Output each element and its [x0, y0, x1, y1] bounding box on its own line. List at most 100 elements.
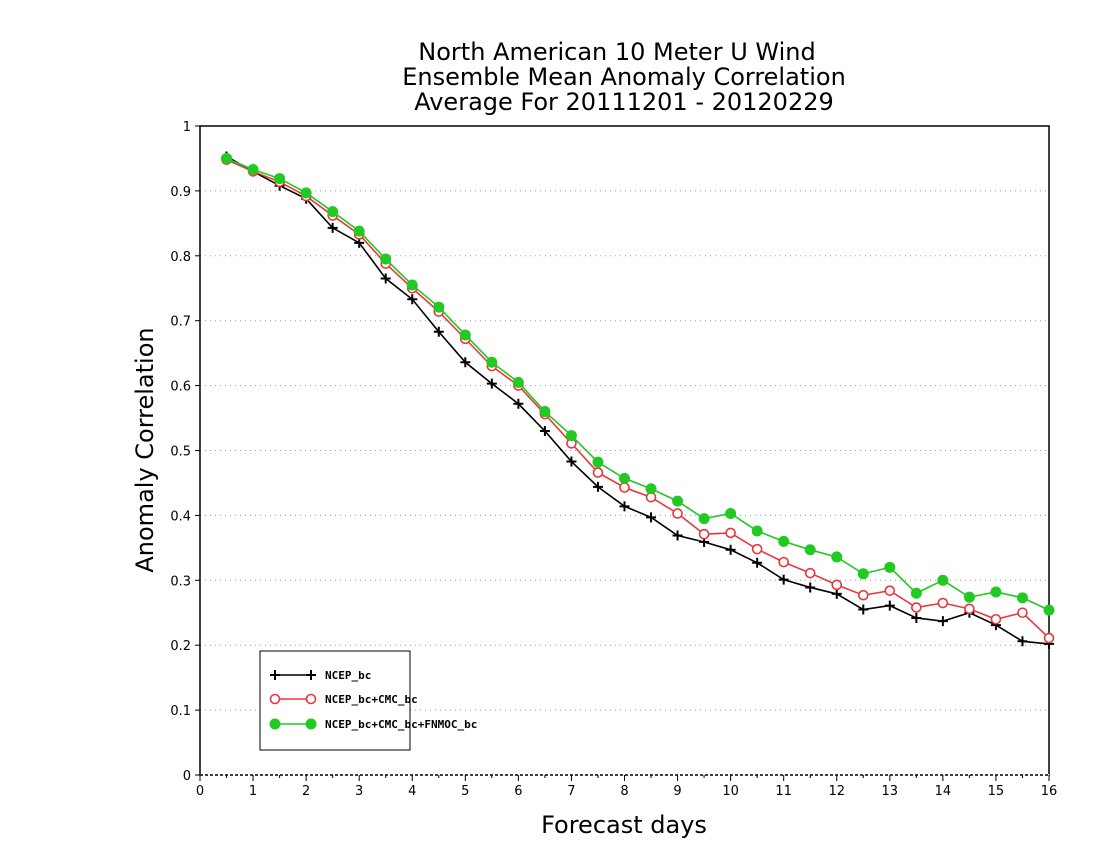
data-point: [884, 600, 895, 611]
legend-label: NCEP_bc+CMC_bc: [325, 693, 418, 706]
gridlines: [200, 190, 1049, 711]
data-point: [327, 206, 339, 218]
data-point: [831, 579, 843, 591]
data-point: [1017, 636, 1028, 647]
x-tick-label: 13: [882, 784, 899, 799]
y-tick-label: 0.8: [170, 250, 191, 265]
data-point: [857, 568, 869, 580]
data-point: [805, 582, 816, 593]
data-point: [964, 603, 975, 615]
chart-title-line-2: Ensemble Mean Anomaly Correlation: [402, 63, 846, 91]
data-point: [778, 556, 789, 568]
data-point: [725, 544, 736, 555]
data-point: [565, 430, 577, 442]
data-point: [672, 530, 683, 541]
data-point: [672, 495, 684, 507]
data-point: [380, 273, 391, 284]
x-tick-label: 16: [1041, 784, 1058, 799]
x-tick-label: 14: [935, 784, 952, 799]
data-point: [486, 378, 497, 389]
x-tick-label: 2: [302, 784, 310, 799]
data-point: [884, 561, 896, 573]
data-point: [990, 586, 1002, 598]
data-point: [831, 588, 842, 599]
data-point: [1043, 604, 1055, 616]
series-3: [221, 152, 1055, 616]
y-tick-label: 0.3: [170, 574, 191, 589]
data-point: [778, 535, 790, 547]
data-point: [327, 222, 338, 233]
chart-title-line-3: Average For 20111201 - 20120229: [414, 88, 834, 116]
legend-marker-end: [305, 718, 317, 730]
data-point: [619, 472, 630, 484]
series-line-2: [226, 159, 1050, 639]
legend-marker-start: [269, 718, 281, 730]
data-point: [512, 376, 524, 388]
data-point: [857, 589, 869, 601]
data-point: [858, 604, 869, 615]
y-tick-label: 0.1: [170, 704, 191, 719]
data-point: [911, 612, 922, 623]
axis-ticks: 00.10.20.30.40.50.60.70.80.910 1 2 3 4 5 6 7 8 9 1…: [170, 120, 1057, 799]
series-line-3: [226, 157, 1050, 611]
data-point: [460, 357, 471, 368]
data-point: [406, 279, 418, 291]
data-point: [300, 187, 312, 199]
data-point: [459, 329, 471, 341]
x-tick-label: 15: [988, 784, 1005, 799]
data-point: [751, 543, 763, 555]
data-point: [1043, 632, 1055, 644]
data-point: [592, 467, 604, 478]
data-point: [274, 173, 286, 185]
data-point: [486, 356, 498, 368]
data-point: [1016, 592, 1028, 604]
data-point: [804, 544, 816, 556]
legend-box: [259, 650, 411, 751]
data-point: [672, 508, 683, 519]
data-point: [751, 525, 763, 537]
series-2: [221, 154, 1055, 644]
y-tick-label: 0.9: [170, 185, 191, 200]
data-point: [221, 152, 233, 164]
legend-marker-start: [270, 670, 280, 680]
data-point: [698, 513, 710, 525]
data-point: [725, 507, 737, 519]
x-tick-label: 4: [408, 784, 416, 799]
data-point: [592, 456, 604, 468]
legend-item-3: NCEP_bc+CMC_bc+FNMOC_bc: [269, 718, 477, 731]
data-point: [911, 602, 922, 613]
legend: NCEP_bc NCEP_bc+CMC_bc NCEP_bc+CMC_bc+FNMO…: [259, 650, 477, 751]
legend-item-2: NCEP_bc+CMC_bc: [269, 693, 418, 706]
y-tick-label: 0.4: [170, 509, 191, 524]
data-point: [910, 587, 922, 599]
data-point: [752, 557, 763, 568]
data-point: [247, 163, 259, 175]
y-tick-label: 1: [183, 120, 191, 135]
data-point: [645, 483, 657, 495]
data-point: [539, 406, 551, 418]
x-tick-label: 0: [196, 784, 204, 799]
x-tick-label: 9: [673, 784, 681, 799]
data-point: [353, 225, 365, 237]
data-point: [539, 426, 550, 437]
y-tick-label: 0.6: [170, 380, 191, 395]
data-point: [937, 574, 949, 586]
legend-label: NCEP_bc: [325, 669, 371, 682]
legend-marker-end: [305, 693, 317, 705]
data-point: [937, 616, 948, 627]
x-tick-label: 3: [355, 784, 363, 799]
data-point: [725, 527, 736, 539]
legend-item-1: NCEP_bc: [270, 669, 371, 682]
data-point: [433, 301, 445, 313]
series-line-1: [226, 155, 1050, 645]
data-point: [990, 613, 1002, 625]
y-axis-label: Anomaly Correlation: [131, 327, 159, 572]
data-point: [884, 585, 896, 596]
legend-marker-end: [306, 670, 316, 680]
legend-items: NCEP_bc NCEP_bc+CMC_bc NCEP_bc+CMC_bc+FNMO…: [269, 669, 477, 731]
series-group: [221, 151, 1055, 649]
x-tick-label: 6: [514, 784, 522, 799]
data-point: [513, 398, 524, 409]
data-point: [619, 501, 630, 512]
data-point: [566, 456, 577, 467]
